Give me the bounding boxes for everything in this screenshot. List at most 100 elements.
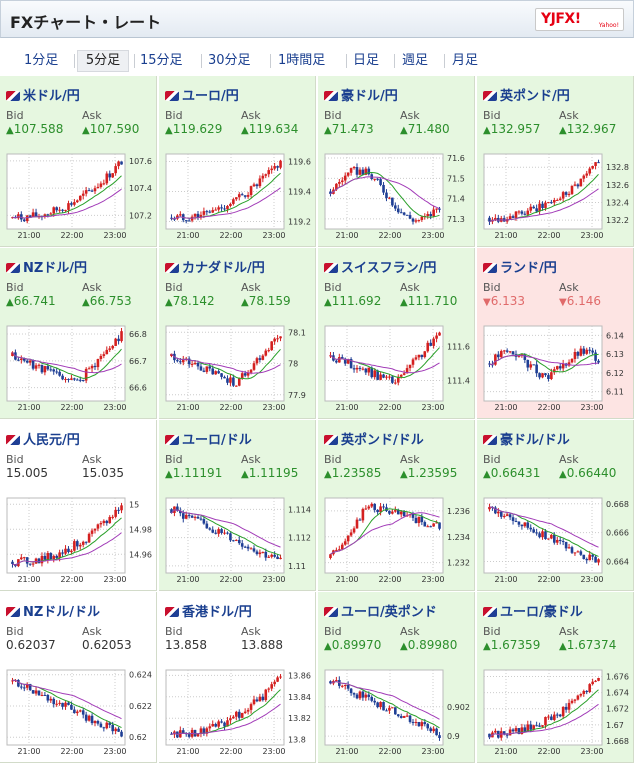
y-tick-label: 6.11	[606, 388, 624, 397]
pair-link[interactable]: スイスフラン/円	[324, 257, 436, 276]
candlestick-chart[interactable]: 0.624 0.622 0.62 21:00 22:00 23:00	[5, 667, 153, 757]
candlestick-chart[interactable]: 13.86 13.84 13.82 13.8 21:00 22:00 23:00	[164, 667, 312, 757]
candlestick-chart[interactable]: 1.236 1.234 1.232 21:00 22:00 23:00	[323, 495, 471, 585]
tab-5min[interactable]: 5分足	[77, 50, 129, 72]
rate-cell[interactable]: ユーロ/ドルBidAsk1.111911.111951.1141.1121.11…	[159, 420, 316, 591]
candle-body	[517, 211, 521, 213]
candlestick-chart[interactable]: 132.8 132.6 132.4 132.2 21:00 22:00 23:00	[482, 151, 630, 241]
y-tick-label: 6.14	[606, 331, 624, 340]
pair-link[interactable]: 香港ドル/円	[165, 601, 252, 620]
x-tick-label: 21:00	[17, 403, 40, 412]
rate-cell[interactable]: ユーロ/英ポンド Bid Ask 0.89970 0.89980 0.902 0.9 21:0…	[318, 592, 475, 763]
candle-body	[52, 369, 56, 372]
pair-link[interactable]: ユーロ/円	[165, 85, 239, 104]
tab-1hour[interactable]: 1時間足	[278, 53, 326, 68]
candle-body	[22, 557, 26, 559]
y-tick-label: 119.2	[288, 218, 311, 227]
candle-body	[34, 365, 38, 369]
rate-cell[interactable]: スイスフラン/円 Bid Ask 111.692 111.710 111.6 111.4 21…	[318, 248, 475, 419]
x-tick-label: 21:00	[17, 575, 40, 584]
yjfx-logo[interactable]: YJFX! Yahoo!	[535, 8, 624, 31]
candlestick-chart[interactable]: 71.6 71.5 71.4 71.3 21:00 22:00 23:00	[323, 151, 471, 241]
candle-body	[585, 691, 589, 693]
candle-body	[376, 509, 379, 513]
candlestick-chart[interactable]: 15 14.98 14.96 21:00 22:00 23:00	[5, 495, 153, 585]
candle-body	[78, 544, 82, 547]
pair-name: ユーロ/円	[182, 89, 239, 104]
candle-body	[582, 348, 586, 354]
tab-1min[interactable]: 1分足	[24, 53, 59, 68]
candlestick-chart[interactable]: 1.676 1.674 1.672 1.67 1.668 21:00 22:00 23:00	[482, 667, 630, 757]
rate-cell[interactable]: 豪ドル/ドルBidAsk0.664310.664400.6680.6660.66…	[477, 420, 634, 591]
candle-body	[81, 541, 85, 545]
candlestick-chart[interactable]: 78.1 78 77.9 21:00 22:00 23:00	[164, 323, 312, 413]
x-tick-label: 22:00	[378, 403, 401, 412]
pair-link[interactable]: 英ポンド/ドル	[324, 429, 424, 448]
y-tick-label: 66.7	[129, 357, 147, 366]
rate-grid: 米ドル/円 Bid Ask 107.588 107.590 107.6 107.4 107.2…	[0, 76, 634, 764]
candlestick-chart[interactable]: 119.6 119.4 119.2 21:00 22:00 23:00	[164, 151, 312, 241]
candle-body	[399, 212, 403, 214]
candle-body	[402, 511, 406, 517]
x-tick-label: 21:00	[335, 575, 358, 584]
rate-cell[interactable]: 豪ドル/円BidAsk71.47371.48071.671.571.471.32…	[318, 76, 475, 247]
candle-body	[102, 727, 106, 729]
rate-cell[interactable]: 米ドル/円 Bid Ask 107.588 107.590 107.6 107.4 107.2…	[0, 76, 157, 247]
tab-30min[interactable]: 30分足	[208, 53, 251, 68]
pair-link[interactable]: NZドル/ドル	[6, 601, 100, 620]
pair-link[interactable]: カナダドル/円	[165, 257, 265, 276]
rate-cell[interactable]: ランド/円 Bid Ask 6.133 6.146 6.14 6.13 6.12 6.11 21:…	[477, 248, 634, 419]
candlestick-chart[interactable]: 6.14 6.13 6.12 6.11 21:00 22:00 23:00	[482, 323, 630, 413]
pair-link[interactable]: ユーロ/豪ドル	[483, 601, 583, 620]
candlestick-chart[interactable]: 0.668 0.666 0.664 21:00 22:00 23:00	[482, 495, 630, 585]
rate-cell[interactable]: ユーロ/豪ドルBidAsk1.673591.673741.6761.6741.6…	[477, 592, 634, 763]
candle-body	[535, 364, 538, 374]
candle-body	[550, 202, 553, 204]
pair-link[interactable]: 人民元/円	[6, 429, 80, 448]
candle-body	[40, 364, 44, 373]
pair-link[interactable]: NZドル/円	[6, 257, 87, 276]
rate-cell[interactable]: ユーロ/円 Bid Ask 119.629 119.634 119.6 119.4 119.2…	[159, 76, 316, 247]
candle-body	[64, 209, 67, 211]
candle-body	[114, 509, 117, 517]
pair-link[interactable]: ランド/円	[483, 257, 557, 276]
candle-body	[529, 527, 533, 530]
pair-link[interactable]: 英ポンド/円	[483, 85, 570, 104]
pair-link[interactable]: 豪ドル/ドル	[483, 429, 570, 448]
candlestick-chart[interactable]: 111.6 111.4 21:00 22:00 23:00	[323, 323, 471, 413]
rate-cell[interactable]: 香港ドル/円 Bid Ask 13.858 13.888 13.86 13.84 13.82 1…	[159, 592, 316, 763]
rate-cell[interactable]: NZドル/円 Bid Ask 66.741 66.753 66.8 66.7 66.6 21:0…	[0, 248, 157, 419]
candle-body	[550, 372, 553, 380]
candle-body	[335, 680, 338, 682]
candle-body	[579, 348, 583, 356]
pair-link[interactable]: 豪ドル/円	[324, 85, 398, 104]
tab-daily[interactable]: 日足	[353, 53, 380, 68]
rate-cell[interactable]: 英ポンド/ドルBidAsk1.235851.235951.2361.2341.2…	[318, 420, 475, 591]
candlestick-chart[interactable]: 66.8 66.7 66.6 21:00 22:00 23:00	[5, 323, 153, 413]
pair-link[interactable]: 米ドル/円	[6, 85, 80, 104]
rate-cell[interactable]: 人民元/円 Bid Ask 15.005 15.035 15 14.98 14.96 21:00…	[0, 420, 157, 591]
candle-body	[544, 531, 547, 540]
candle-body	[573, 699, 577, 701]
candle-body	[25, 683, 29, 688]
moving-average-long	[171, 353, 281, 374]
ask-label: Ask	[559, 109, 579, 122]
tab-weekly[interactable]: 週足	[402, 53, 429, 68]
rate-cell[interactable]: NZドル/ドル Bid Ask 0.62037 0.62053 0.624 0.622 0.6…	[0, 592, 157, 763]
candle-body	[226, 532, 229, 534]
candlestick-chart[interactable]: 1.114 1.112 1.11 21:00 22:00 23:00	[164, 495, 312, 585]
candle-body	[214, 723, 217, 727]
pair-link[interactable]: ユーロ/ドル	[165, 429, 252, 448]
candlestick-chart[interactable]: 107.6 107.4 107.2 21:00 22:00 23:00	[5, 151, 153, 241]
candlestick-chart[interactable]: 0.902 0.9 21:00 22:00 23:00	[323, 667, 471, 757]
rate-cell[interactable]: 英ポンド/円BidAsk132.957132.967132.8132.6132.…	[477, 76, 634, 247]
rate-cell[interactable]: カナダドル/円 Bid Ask 78.142 78.159 78.1 78 77.9 21:00…	[159, 248, 316, 419]
tab-separator	[444, 54, 445, 68]
tab-monthly[interactable]: 月足	[452, 53, 479, 68]
ask-value: 6.146	[559, 294, 601, 308]
candle-body	[111, 516, 114, 518]
tab-15min[interactable]: 15分足	[140, 53, 183, 68]
moving-average-long	[330, 680, 440, 720]
pair-link[interactable]: ユーロ/英ポンド	[324, 601, 437, 620]
candle-body	[114, 728, 117, 732]
